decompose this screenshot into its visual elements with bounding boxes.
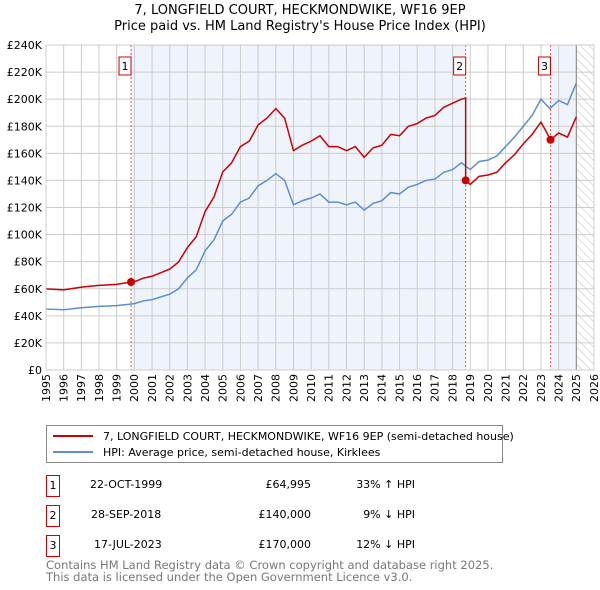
x-tick-label: 2019 bbox=[464, 374, 477, 402]
x-tick-label: 2026 bbox=[588, 374, 600, 402]
x-tick-label: 2016 bbox=[411, 374, 424, 402]
transaction-row: 1 22-OCT-1999 £64,995 33% ↑ HPI bbox=[46, 475, 446, 497]
y-tick-label: £60K bbox=[14, 283, 43, 296]
chart-title: 7, LONGFIELD COURT, HECKMONDWIKE, WF16 9… bbox=[134, 3, 466, 18]
legend-item-property: 7, LONGFIELD COURT, HECKMONDWIKE, WF16 9… bbox=[53, 428, 514, 444]
y-tick-label: £180K bbox=[7, 120, 43, 133]
marker-badge: 3 bbox=[46, 535, 60, 557]
x-tick-label: 2001 bbox=[146, 374, 159, 402]
transaction-row: 2 28-SEP-2018 £140,000 9% ↓ HPI bbox=[46, 505, 446, 527]
property-price-line bbox=[45, 97, 578, 291]
x-tick-label: 2010 bbox=[305, 374, 318, 402]
blue-line-swatch bbox=[53, 451, 93, 453]
x-tick-label: 2020 bbox=[482, 374, 495, 402]
marker-badge: 1 bbox=[46, 475, 60, 497]
y-tick-label: £140K bbox=[7, 174, 43, 187]
y-tick-label: £240K bbox=[7, 39, 43, 52]
transaction-hpi: 9% ↓ HPI bbox=[363, 508, 415, 521]
y-tick-label: £160K bbox=[7, 147, 43, 160]
transaction-price: £64,995 bbox=[265, 478, 312, 491]
sale-marker-box bbox=[538, 56, 552, 76]
y-tick-label: £0 bbox=[28, 364, 42, 377]
x-tick-label: 2004 bbox=[199, 374, 212, 402]
chart-subtitle: Price paid vs. HM Land Registry's House … bbox=[114, 19, 486, 34]
transaction-row: 3 17-JUL-2023 £170,000 12% ↓ HPI bbox=[46, 535, 446, 557]
y-tick-label: £100K bbox=[7, 229, 43, 242]
x-tick-label: 1998 bbox=[93, 374, 106, 402]
x-tick-label: 2025 bbox=[570, 374, 583, 402]
sale-marker-box bbox=[453, 56, 467, 76]
y-tick-label: £120K bbox=[7, 202, 43, 215]
y-tick-label: £220K bbox=[7, 66, 43, 79]
x-tick-label: 2014 bbox=[376, 374, 389, 402]
sale-marker-label: 2 bbox=[456, 60, 463, 73]
x-tick-label: 2023 bbox=[535, 374, 548, 402]
legend-item-hpi: HPI: Average price, semi-detached house,… bbox=[53, 444, 380, 460]
marker-badge: 2 bbox=[46, 505, 60, 527]
sale-point bbox=[546, 135, 555, 144]
legend-label: HPI: Average price, semi-detached house,… bbox=[103, 445, 381, 459]
x-tick-label: 1999 bbox=[111, 374, 124, 402]
hpi-line bbox=[45, 82, 578, 311]
sale-marker-label: 3 bbox=[541, 60, 548, 73]
x-tick-label: 2009 bbox=[287, 374, 300, 402]
transaction-date: 22-OCT-1999 bbox=[90, 478, 163, 491]
x-tick-label: 2007 bbox=[252, 374, 265, 402]
red-line-swatch bbox=[53, 435, 93, 437]
transaction-hpi: 33% ↑ HPI bbox=[356, 478, 415, 491]
x-tick-label: 2013 bbox=[358, 374, 371, 402]
transaction-hpi: 12% ↓ HPI bbox=[356, 538, 415, 551]
x-tick-label: 2018 bbox=[446, 374, 459, 402]
x-tick-label: 2012 bbox=[340, 374, 353, 402]
x-tick-label: 2002 bbox=[164, 374, 177, 402]
sale-marker-label: 1 bbox=[122, 60, 129, 73]
legend-label: 7, LONGFIELD COURT, HECKMONDWIKE, WF16 9… bbox=[103, 429, 514, 443]
y-tick-label: £20K bbox=[14, 337, 43, 350]
x-tick-label: 2006 bbox=[234, 374, 247, 402]
y-tick-label: £40K bbox=[14, 310, 43, 323]
x-tick-label: 1996 bbox=[58, 374, 71, 402]
transaction-date: 17-JUL-2023 bbox=[94, 538, 162, 551]
x-tick-label: 1995 bbox=[40, 374, 53, 402]
y-tick-label: £80K bbox=[14, 256, 43, 269]
x-tick-label: 2011 bbox=[323, 374, 336, 402]
x-tick-label: 2017 bbox=[429, 374, 442, 402]
transaction-date: 28-SEP-2018 bbox=[91, 508, 162, 521]
x-tick-label: 2015 bbox=[393, 374, 406, 402]
x-tick-label: 2024 bbox=[552, 374, 565, 402]
footer-copyright: Contains HM Land Registry data © Crown c… bbox=[46, 558, 494, 572]
x-tick-label: 2005 bbox=[217, 374, 230, 402]
sale-point bbox=[461, 176, 470, 185]
x-tick-label: 2008 bbox=[270, 374, 283, 402]
sale-point bbox=[127, 277, 136, 286]
x-tick-label: 2021 bbox=[499, 374, 512, 402]
x-tick-label: 2022 bbox=[517, 374, 530, 402]
x-tick-label: 2000 bbox=[128, 374, 141, 402]
y-tick-label: £200K bbox=[7, 93, 43, 106]
price-chart: 1995 1996 1997 1998 1999 2000 2001 2002 2003 2004… bbox=[7, 39, 600, 402]
plot-border bbox=[45, 44, 595, 371]
x-tick-label: 1997 bbox=[75, 374, 88, 402]
x-tick-label: 2003 bbox=[181, 374, 194, 402]
footer: Contains HM Land Registry data © Crown c… bbox=[46, 559, 493, 583]
footer-license: This data is licensed under the Open Gov… bbox=[46, 570, 413, 584]
legend: 7, LONGFIELD COURT, HECKMONDWIKE, WF16 9… bbox=[46, 425, 514, 463]
transaction-price: £140,000 bbox=[258, 508, 312, 521]
transaction-price: £170,000 bbox=[258, 538, 312, 551]
sale-marker-box bbox=[118, 56, 132, 76]
